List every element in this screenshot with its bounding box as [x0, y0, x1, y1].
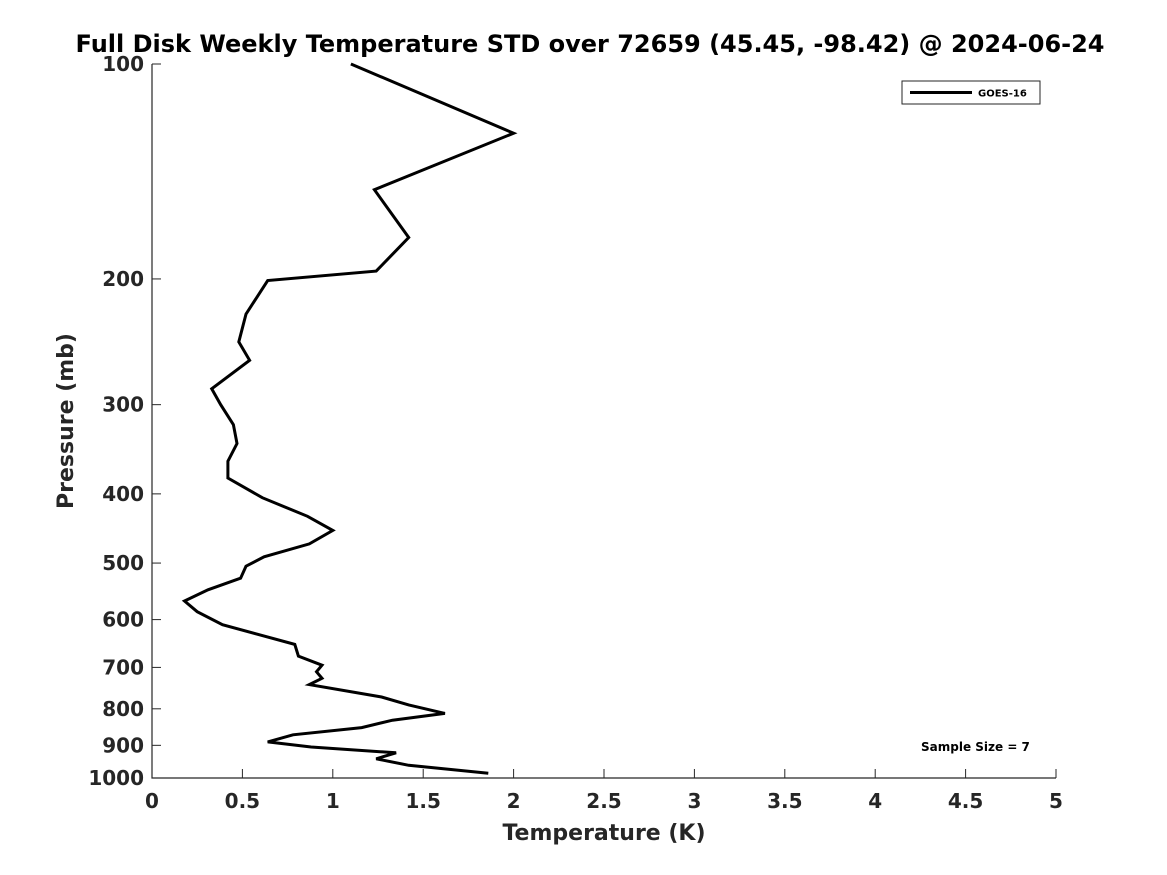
series-line-goes-16: [181, 62, 518, 775]
x-tick-label: 0: [145, 789, 159, 813]
y-tick-label: 800: [102, 697, 144, 721]
x-tick-label: 3.5: [767, 789, 802, 813]
sample-size-annotation: Sample Size = 7: [921, 740, 1030, 754]
y-tick-label: 500: [102, 551, 144, 575]
y-tick-label: 900: [102, 733, 144, 757]
y-tick-label: 700: [102, 655, 144, 679]
y-tick-label: 300: [102, 393, 144, 417]
x-tick-label: 0.5: [225, 789, 260, 813]
y-tick-label: 600: [102, 608, 144, 632]
series-layer: [181, 62, 518, 775]
chart-title: Full Disk Weekly Temperature STD over 72…: [76, 30, 1105, 58]
x-tick-label: 3: [687, 789, 701, 813]
x-tick-label: 4: [868, 789, 882, 813]
y-tick-label: 200: [102, 267, 144, 291]
x-tick-label: 2: [507, 789, 521, 813]
y-axis-label: Pressure (mb): [54, 333, 79, 509]
x-axis-label: Temperature (K): [502, 821, 705, 846]
legend-label: GOES-16: [978, 89, 1027, 100]
y-tick-label: 100: [102, 52, 144, 76]
legend[interactable]: GOES-16: [901, 80, 1041, 105]
x-tick-label: 5: [1049, 789, 1063, 813]
y-tick-label: 400: [102, 482, 144, 506]
x-axis: 0 0.5 1 1.5 2 2.5 3 3.5 4 4.5 5: [145, 769, 1063, 813]
y-tick-label: 1000: [88, 766, 144, 790]
x-tick-label: 1.5: [405, 789, 440, 813]
x-tick-label: 2.5: [586, 789, 621, 813]
x-tick-label: 4.5: [948, 789, 983, 813]
x-tick-label: 1: [326, 789, 340, 813]
plot-area: 0 0.5 1 1.5 2 2.5 3 3.5 4 4.5 5 100 200 300 400 500 600…: [88, 52, 1063, 813]
y-axis: 100 200 300 400 500 600 700 800 900 1000: [88, 52, 161, 790]
